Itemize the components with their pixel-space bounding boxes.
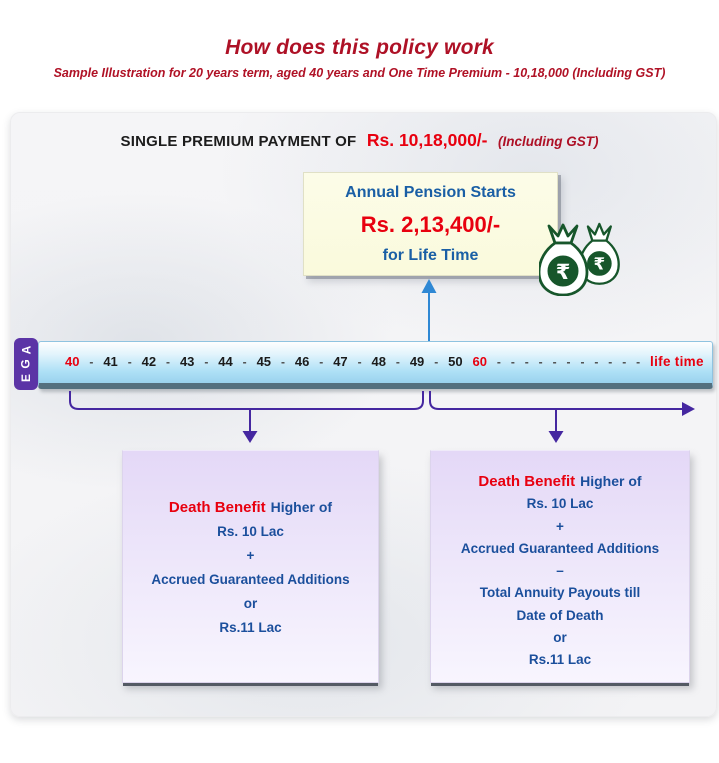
tick-dash: - <box>580 354 585 369</box>
age-timeline-bar: 40-41-42-43-44-45-46-47-48-49-50 60- - - - - -… <box>38 341 713 389</box>
death-benefit-qualifier: Higher of <box>580 473 642 489</box>
tick-dash: - <box>242 354 247 369</box>
tick-dash: - <box>524 354 529 369</box>
tick-dash: - <box>89 354 94 369</box>
tick-dash: - <box>552 354 557 369</box>
tick-dash: - <box>496 354 501 369</box>
death-benefit-line: or <box>553 630 567 646</box>
rupee-coin <box>545 253 581 289</box>
tick-dash: - <box>594 354 599 369</box>
tick-dash: - <box>127 354 132 369</box>
death-benefit-line: + <box>246 548 255 563</box>
age-tick: 45 <box>256 354 272 369</box>
death-benefit-qualifier: Higher of <box>270 499 333 515</box>
age-tick: 41 <box>103 354 118 369</box>
death-benefit-line: – <box>556 563 564 579</box>
rupee-symbol: ₹ <box>594 254 606 274</box>
life-time-label: life time <box>650 354 704 369</box>
death-benefit-line: Rs.11 Lac <box>219 620 282 635</box>
age-letter: E <box>18 373 33 383</box>
death-benefit-label: Death Benefit <box>168 499 266 516</box>
money-bag-icon: ₹ <box>578 222 620 285</box>
tick-dash: - <box>566 354 571 369</box>
age-tick: 43 <box>179 354 195 369</box>
death-benefit-line: Date of Death <box>516 607 604 623</box>
premium-gst-note: (Including GST) <box>497 134 599 149</box>
premium-heading: SINGLE PREMIUM PAYMENT OF Rs. 10,18,000/… <box>0 130 719 151</box>
tick-dash: - <box>608 354 613 369</box>
page-subtitle: Sample Illustration for 20 years term, a… <box>53 66 666 80</box>
death-benefit-line: Rs. 10 Lac <box>217 524 284 539</box>
age-letter: G <box>19 359 33 369</box>
tick-dash: - <box>538 354 543 369</box>
tick-dash: - <box>280 354 285 369</box>
tick-dash: - <box>434 354 439 369</box>
tick-dash: - <box>636 354 641 369</box>
tick-dash: - <box>510 354 515 369</box>
tick-dash: - <box>357 354 362 369</box>
death-benefit-line: Rs.11 Lac <box>528 652 592 668</box>
age-tick: 60 <box>472 354 487 369</box>
tick-dash: - <box>395 354 400 369</box>
page-title: How does this policy work <box>225 36 494 59</box>
pension-amount: Rs. 2,13,400/- <box>360 211 501 237</box>
death-benefit-line: Accrued Guaranteed Additions <box>460 540 660 556</box>
death-benefit-line: Accrued Guaranteed Additions <box>151 572 350 587</box>
tick-dash: - <box>166 354 171 369</box>
death-benefit-line: + <box>556 518 564 534</box>
money-bag-icon: ₹ <box>539 223 589 296</box>
money-bags-icon: ₹ ₹ <box>539 222 620 296</box>
age-tick: 46 <box>294 354 310 369</box>
premium-amount: Rs. 10,18,000/- <box>366 130 488 150</box>
age-tick: 40 <box>65 354 80 369</box>
age-letter: A <box>18 345 33 355</box>
tick-dash: - <box>204 354 209 369</box>
premium-heading-prefix: SINGLE PREMIUM PAYMENT OF <box>120 133 357 150</box>
tick-dash: - <box>622 354 627 369</box>
age-tick: 42 <box>141 354 157 369</box>
age-tick: 48 <box>371 354 386 369</box>
death-benefit-line: Total Annuity Payouts till <box>479 585 641 601</box>
tick-dash: - <box>319 354 324 369</box>
pension-box-line1: Annual Pension Starts <box>345 184 516 201</box>
pension-box-line2: for Life Time <box>382 247 479 264</box>
age-tick: 49 <box>409 354 425 369</box>
death-benefit-box-accumulation: Death Benefit Higher of Rs. 10 Lac + Accrue… <box>122 450 379 683</box>
age-tick: 44 <box>218 354 233 369</box>
death-benefit-box-annuity: Death Benefit Higher of Rs. 10 Lac + Accrue… <box>430 450 690 683</box>
age-tick: 50 <box>448 354 463 369</box>
rupee-symbol: ₹ <box>556 260 571 284</box>
death-benefit-line: Rs. 10 Lac <box>526 496 594 512</box>
death-benefit-line: or <box>243 596 258 611</box>
age-tick: 47 <box>333 354 348 369</box>
death-benefit-label: Death Benefit <box>478 473 576 490</box>
death-benefit-title: Death Benefit Higher of <box>431 470 689 493</box>
death-benefit-title: Death Benefit Higher of <box>123 495 378 520</box>
annual-pension-box: Annual Pension Starts Rs. 2,13,400/- for… <box>303 172 558 276</box>
